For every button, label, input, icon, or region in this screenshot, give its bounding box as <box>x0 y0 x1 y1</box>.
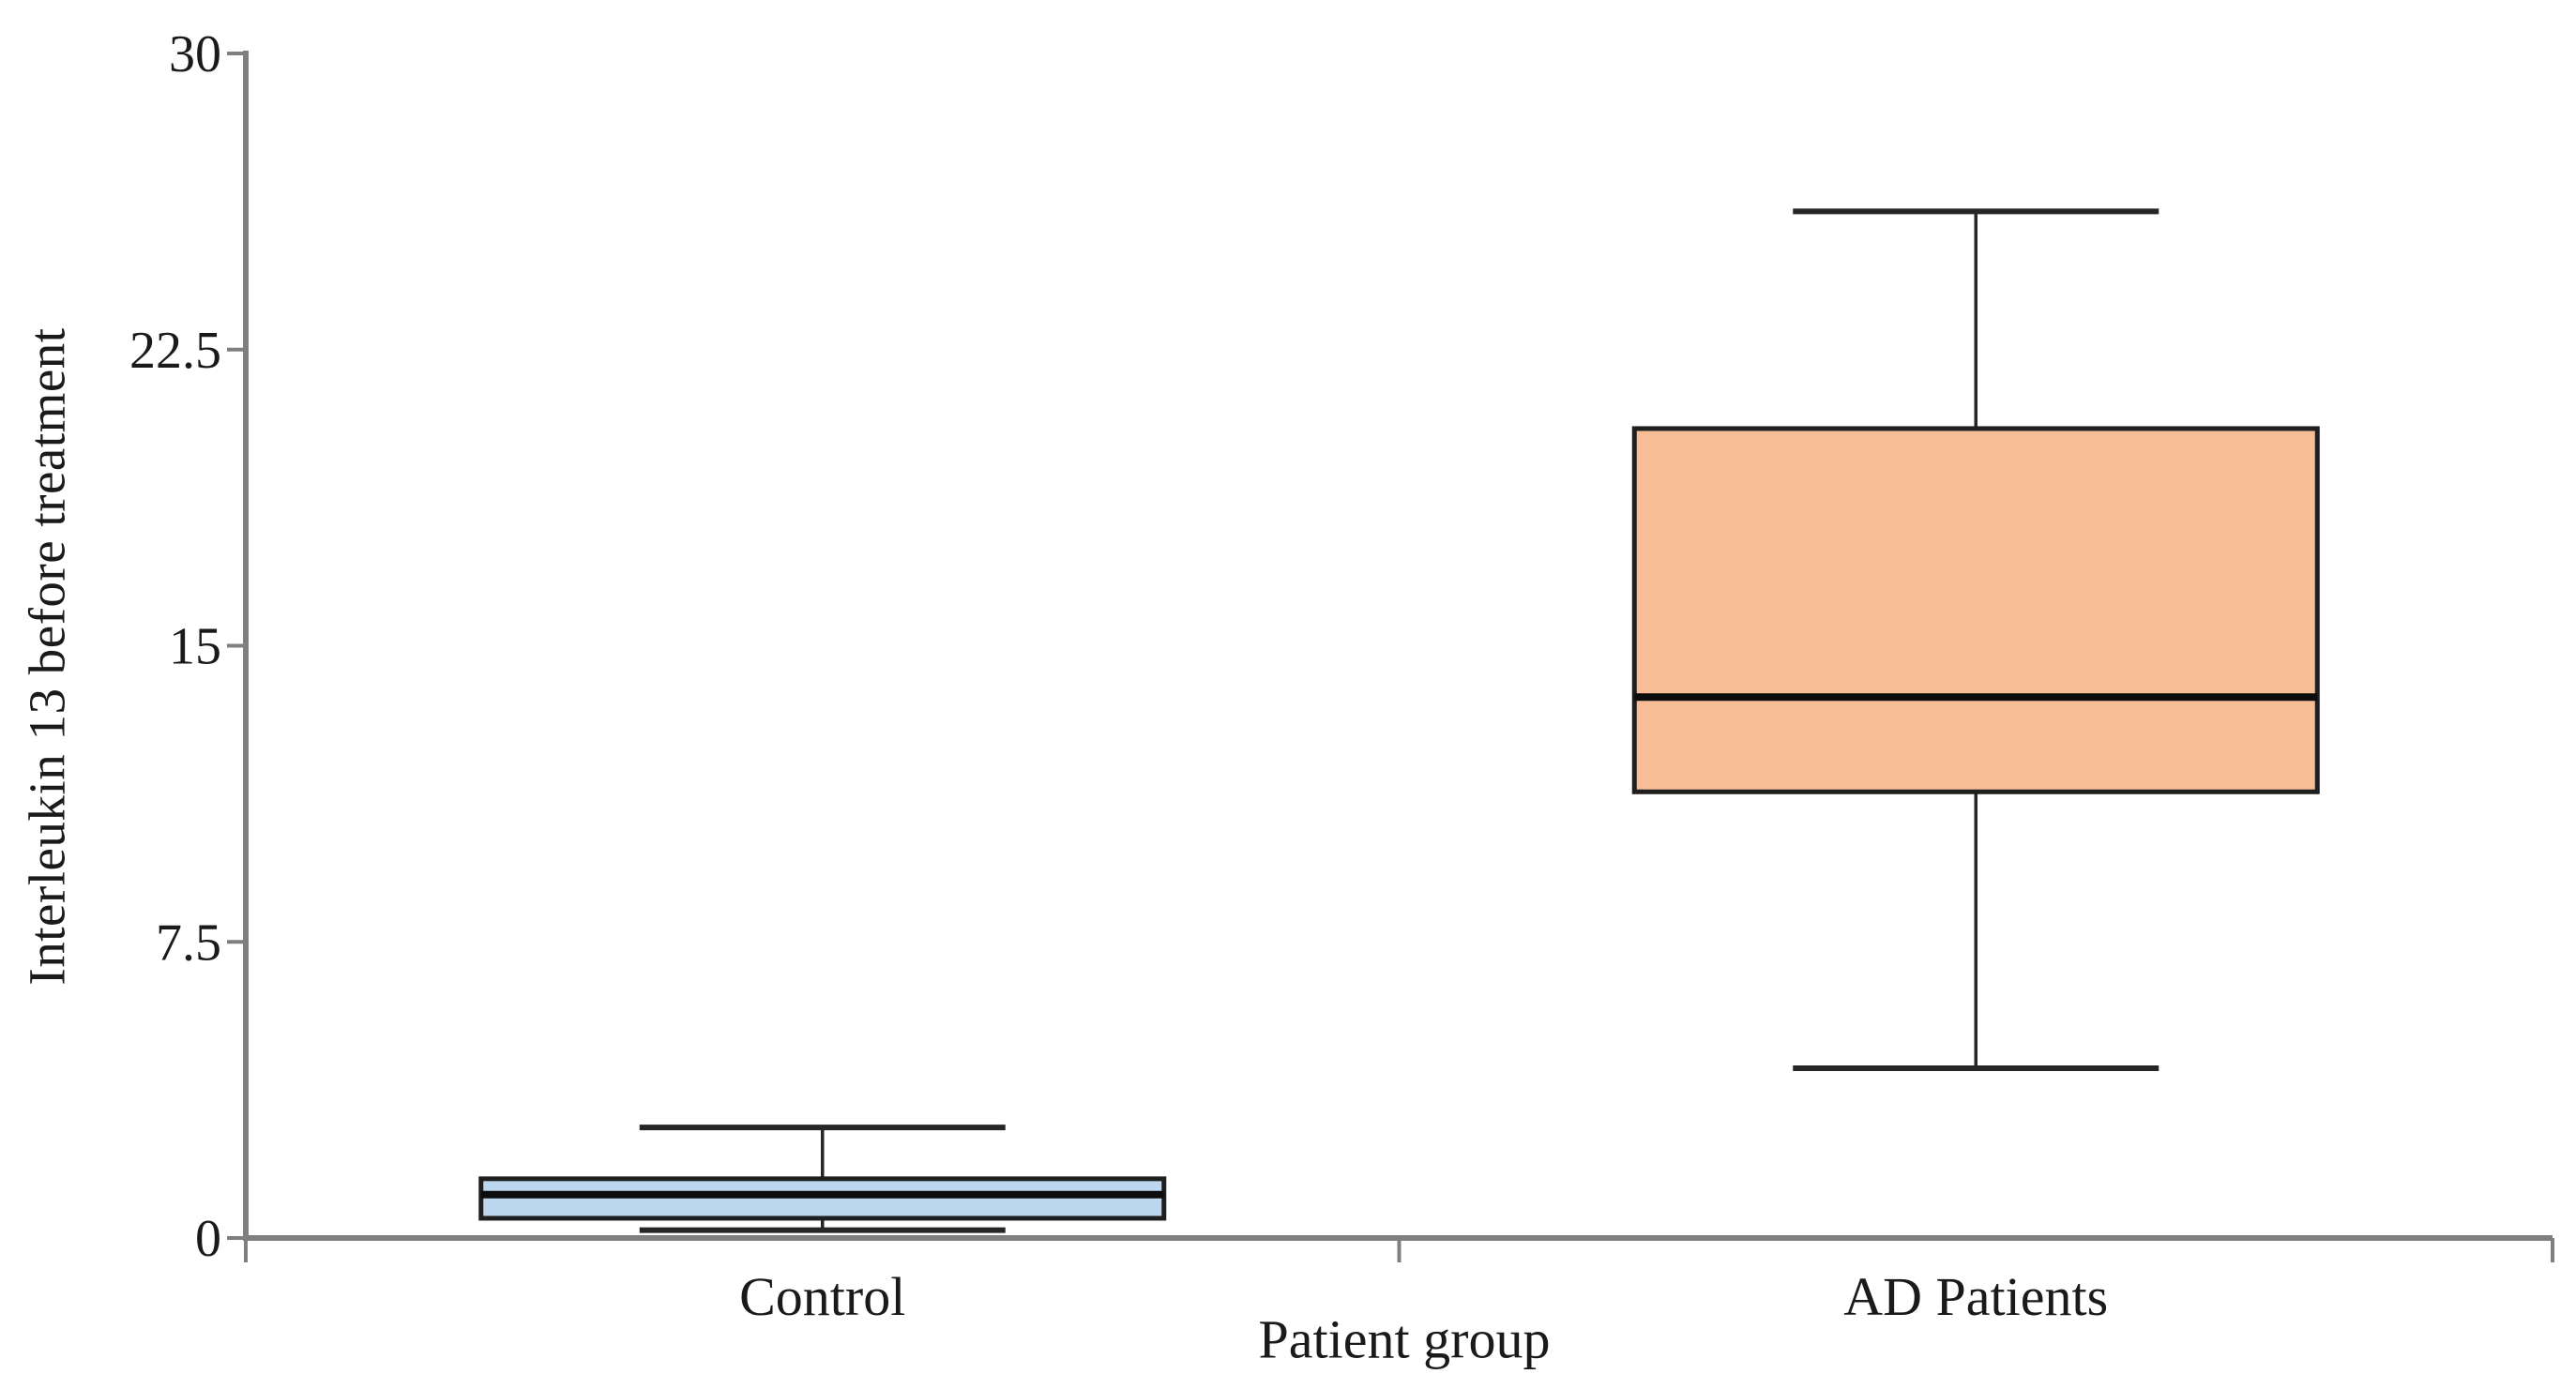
y-tick-label: 7.5 <box>156 913 221 972</box>
box-ad-patients <box>1631 426 2320 794</box>
y-tick-label: 22.5 <box>129 322 221 380</box>
category-label-control: Control <box>739 1266 905 1327</box>
y-tick-label: 0 <box>195 1210 221 1268</box>
x-axis-title: Patient group <box>1258 1308 1551 1370</box>
y-axis-title: Interleukin 13 before treatment <box>18 327 76 986</box>
category-label-ad-patients: AD Patients <box>1843 1266 2108 1327</box>
y-tick-label: 30 <box>169 25 221 83</box>
box-control <box>478 1176 1167 1221</box>
y-tick-label: 15 <box>169 618 221 676</box>
